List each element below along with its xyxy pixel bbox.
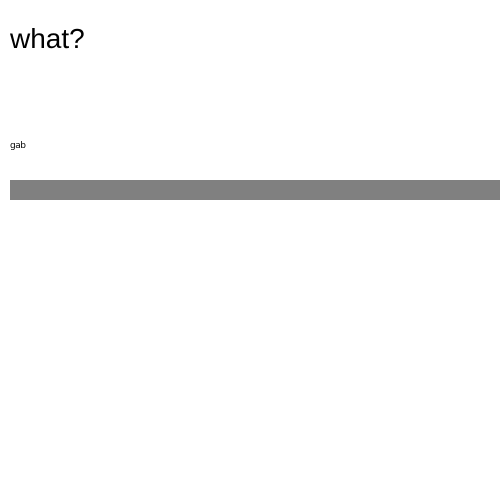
page-heading: what?	[10, 23, 85, 54]
gray-bar	[10, 180, 500, 200]
small-label: gab	[10, 141, 26, 151]
